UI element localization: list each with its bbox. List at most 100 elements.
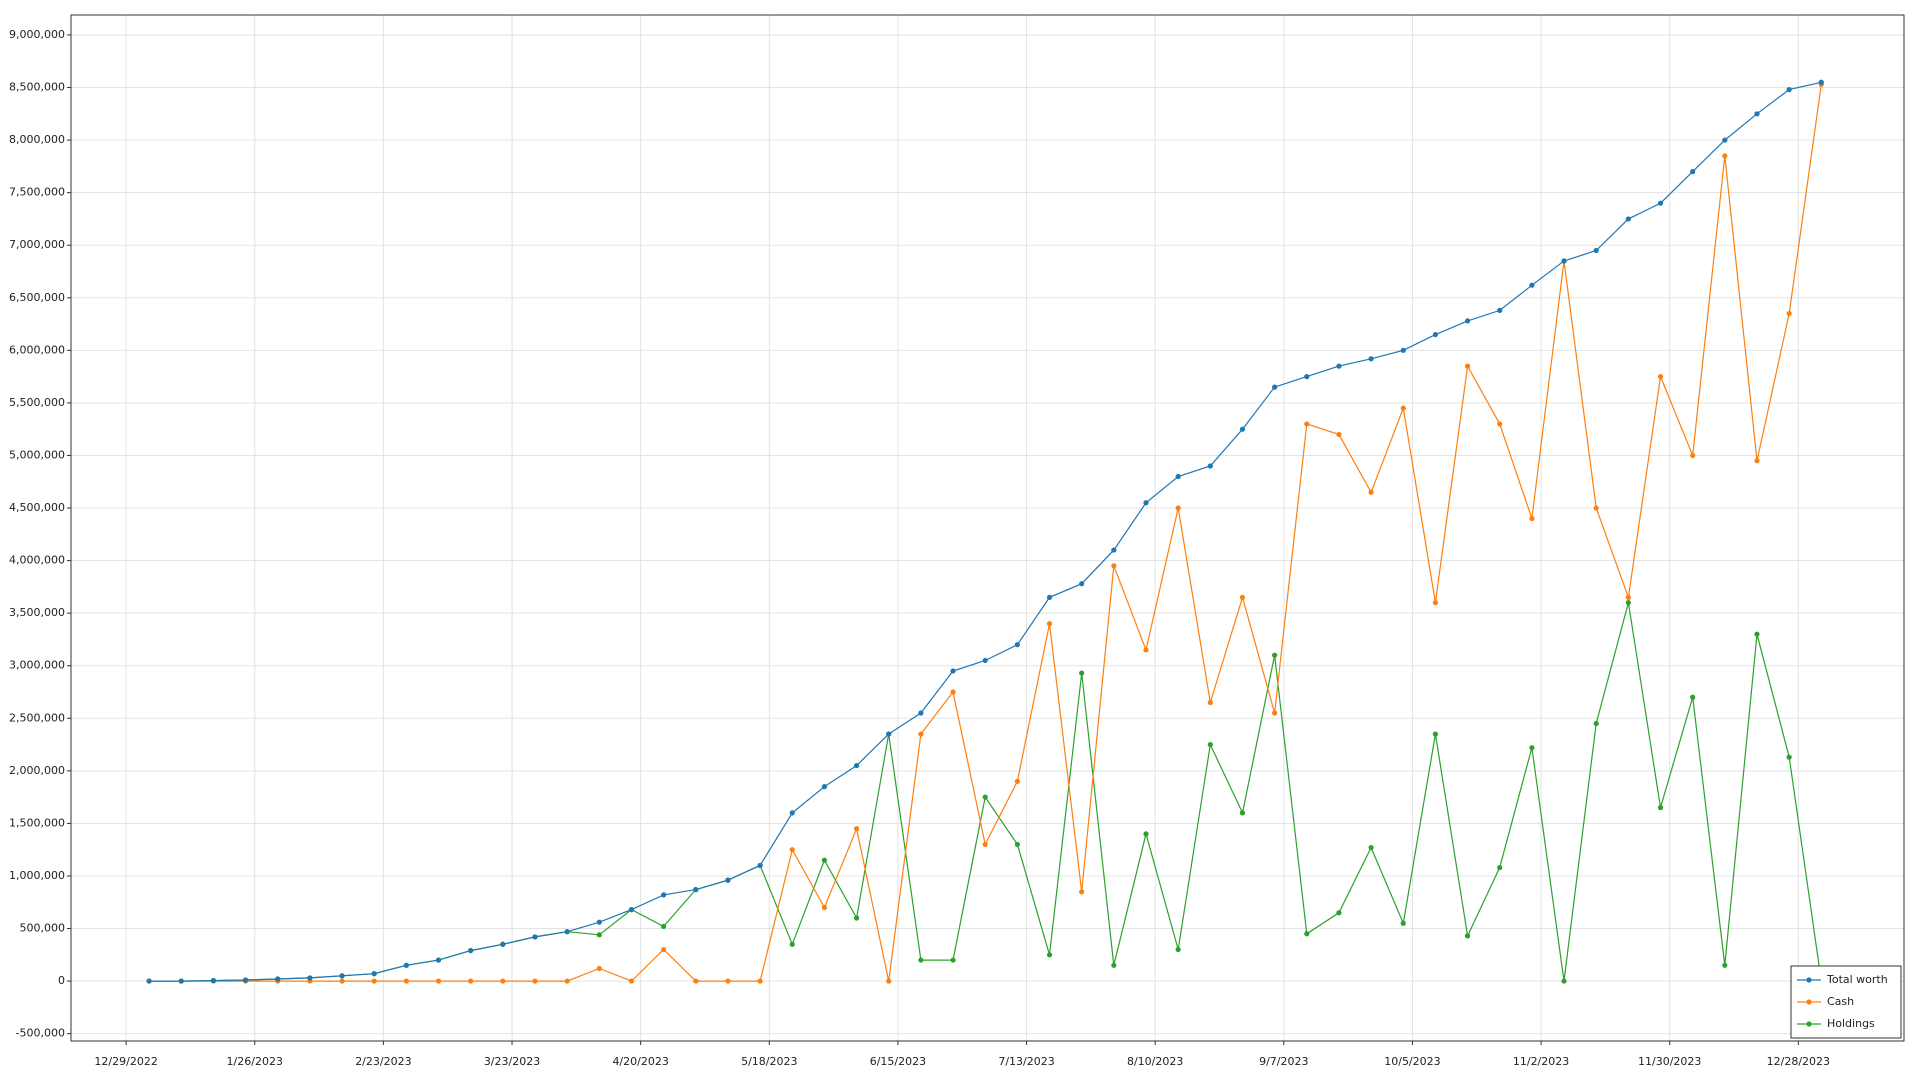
data-point: [1111, 962, 1117, 968]
y-tick-label: 1,500,000: [9, 816, 65, 829]
data-point: [982, 794, 988, 800]
data-point: [564, 929, 570, 935]
data-point: [1239, 426, 1246, 432]
data-point: [1304, 421, 1310, 427]
data-point: [1754, 631, 1760, 637]
data-point: [661, 946, 667, 953]
data-point: [1593, 247, 1599, 254]
y-tick-label: 3,000,000: [9, 659, 65, 672]
y-tick-label: 2,000,000: [9, 764, 65, 777]
data-point: [725, 978, 731, 984]
data-point: [1368, 489, 1374, 495]
y-tick-label: 5,500,000: [9, 396, 65, 409]
data-point: [1657, 374, 1664, 380]
data-point: [1336, 431, 1342, 438]
plot-frame: [70, 14, 1905, 1042]
data-point: [1111, 547, 1117, 553]
data-point: [1786, 310, 1792, 317]
data-point: [1657, 805, 1664, 811]
data-point: [210, 977, 217, 984]
data-point: [339, 973, 345, 979]
data-point: [1400, 405, 1406, 411]
data-point: [1754, 111, 1760, 117]
x-tick-label: 11/2/2023: [1513, 1055, 1569, 1068]
data-point: [628, 906, 635, 913]
data-point: [1336, 363, 1342, 369]
data-point: [371, 971, 377, 977]
data-point: [532, 934, 538, 940]
data-point: [918, 731, 924, 737]
data-point: [1207, 699, 1213, 706]
y-tick-label: 8,000,000: [9, 133, 65, 146]
data-point: [1593, 720, 1599, 727]
series: [146, 79, 1824, 984]
data-point: [1079, 670, 1085, 676]
data-point: [853, 915, 860, 921]
data-point: [1432, 731, 1439, 737]
data-point: [821, 904, 828, 911]
data-point: [1046, 594, 1053, 600]
data-point: [371, 978, 377, 984]
data-point: [468, 947, 474, 954]
data-point: [1529, 745, 1535, 751]
data-point: [1239, 594, 1246, 600]
y-tick-label: -500,000: [16, 1027, 65, 1040]
y-tick-label: 9,000,000: [9, 28, 65, 41]
data-point: [1079, 581, 1085, 587]
data-point: [1272, 652, 1278, 658]
data-point: [596, 919, 602, 925]
x-tick-label: 11/30/2023: [1638, 1055, 1701, 1068]
data-point: [1079, 889, 1085, 895]
data-point: [1561, 258, 1567, 264]
data-point: [950, 668, 956, 674]
data-point: [982, 657, 988, 664]
data-point: [1722, 137, 1728, 143]
y-tick-label: 6,000,000: [9, 343, 65, 356]
data-point: [1657, 200, 1664, 206]
data-point: [1529, 515, 1535, 522]
data-point: [693, 887, 699, 893]
data-point: [1464, 933, 1471, 939]
data-point: [821, 857, 828, 863]
data-point: [1625, 216, 1631, 222]
y-tick-label: 1,000,000: [9, 869, 65, 882]
data-point: [757, 978, 763, 984]
data-point: [853, 762, 860, 769]
data-point: [596, 932, 602, 938]
data-point: [693, 978, 699, 984]
data-point: [918, 710, 924, 716]
data-point: [789, 941, 795, 947]
data-point: [1046, 621, 1053, 627]
data-point: [596, 965, 602, 972]
legend-marker: [1806, 1021, 1812, 1027]
data-point: [435, 978, 442, 984]
data-point: [1336, 910, 1342, 916]
y-tick-label: 7,000,000: [9, 238, 65, 251]
data-point: [1014, 778, 1020, 784]
data-point: [1143, 831, 1149, 837]
data-point: [982, 841, 988, 848]
x-tick-label: 12/29/2022: [94, 1055, 157, 1068]
data-point: [1400, 920, 1406, 926]
data-point: [403, 978, 409, 984]
data-point: [1143, 500, 1149, 506]
data-point: [339, 978, 345, 984]
data-point: [564, 978, 570, 984]
data-point: [1304, 931, 1310, 937]
data-point: [886, 731, 892, 737]
data-point: [178, 978, 184, 984]
y-tick-label: 5,000,000: [9, 448, 65, 461]
data-point: [1497, 864, 1503, 871]
x-tick-label: 12/28/2023: [1767, 1055, 1830, 1068]
data-point: [468, 978, 474, 984]
legend-label: Holdings: [1827, 1017, 1875, 1030]
y-tick-label: 7,500,000: [9, 186, 65, 199]
x-tick-label: 4/20/2023: [612, 1055, 668, 1068]
data-point: [1464, 318, 1471, 324]
data-point: [1529, 282, 1535, 288]
data-point: [821, 784, 828, 790]
data-point: [242, 977, 249, 983]
data-point: [1111, 563, 1117, 569]
data-point: [725, 877, 731, 883]
y-tick-label: 4,500,000: [9, 501, 65, 514]
